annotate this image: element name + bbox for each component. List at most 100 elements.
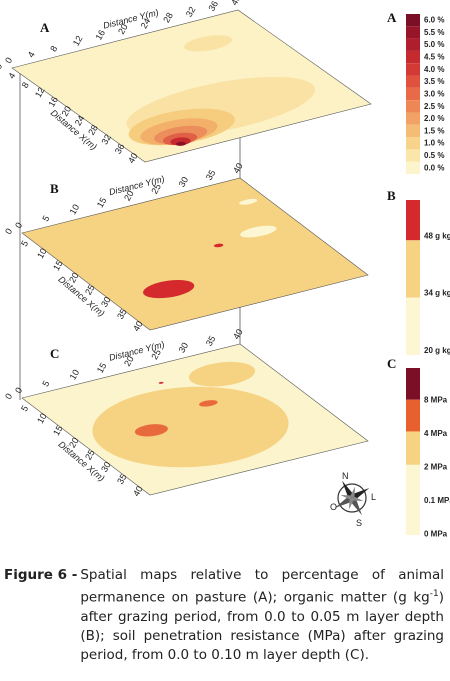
legend-swatch: [406, 161, 420, 174]
x-tick-label: 10: [35, 412, 49, 426]
y-tick-label: 20: [116, 22, 130, 36]
x-tick-label: 40: [131, 484, 145, 498]
y-tick-label: 32: [184, 5, 198, 19]
y-tick-label: 5: [40, 214, 51, 223]
x-tick-label: 20: [60, 104, 74, 118]
compass-label: O: [330, 502, 337, 512]
compass-label: N: [342, 471, 349, 481]
compass-label: L: [371, 492, 376, 502]
caption-label: Figure 6 -: [4, 567, 78, 583]
y-tick-label: 40: [231, 327, 245, 341]
legend-label: 1.5 %: [424, 126, 444, 135]
legend-label: 48 g kg: [424, 231, 450, 240]
y-tick-label: 15: [95, 361, 109, 375]
y-tick-label: 15: [95, 196, 109, 210]
x-tick-label: 28: [86, 123, 100, 137]
y-tick-label: 16: [93, 28, 107, 42]
y-tick-label: 0: [13, 386, 24, 395]
x-tick-label: 8: [20, 80, 31, 89]
contour-zone: [199, 400, 218, 407]
legend: C 8 MPa 4 MPa 2 MPa 0.1 MPa 0 MPa: [387, 356, 450, 538]
legend-title: B: [387, 188, 396, 203]
y-tick-label: 20: [122, 189, 136, 203]
legend-label: 2 MPa: [424, 463, 448, 472]
x-tick-label: 35: [115, 472, 129, 486]
legend-title: A: [387, 10, 397, 25]
panel-label: B: [50, 181, 59, 196]
x-tick-label: 30: [99, 460, 113, 474]
x-tick-label: 4: [6, 71, 17, 80]
legend-swatch: [406, 137, 420, 150]
legend-label: 1.0 %: [424, 139, 444, 148]
legend-swatch: [406, 50, 420, 64]
legend-label: 0.0 %: [424, 163, 444, 172]
contour-zone: [240, 225, 277, 238]
x-tick-label: 5: [19, 239, 30, 248]
legend-label: 2.0 %: [424, 114, 444, 123]
contours: [143, 198, 277, 299]
legend-label: 6.0 %: [424, 16, 444, 25]
x-tick-label: 36: [113, 142, 127, 156]
x-tick-label: 0: [3, 227, 14, 236]
y-tick-label: 25: [149, 182, 163, 196]
x-tick-label: 15: [51, 424, 65, 438]
y-tick-label: 0: [13, 221, 24, 230]
map-surface: [22, 344, 368, 495]
contour-zone: [239, 198, 258, 205]
panel-label: A: [40, 20, 50, 35]
legend-label: 4.0 %: [424, 65, 444, 74]
legend-title: C: [387, 356, 396, 371]
legend-swatch: [406, 75, 420, 88]
legend-swatch: [406, 63, 420, 76]
legend-label: 4 MPa: [424, 429, 448, 438]
map-base: [12, 10, 371, 162]
contour-zone: [143, 279, 195, 299]
legend-label: 0.1 MPa: [424, 496, 450, 505]
legend-swatch: [406, 431, 420, 465]
caption-superscript: -1: [429, 589, 439, 599]
x-tick-label: 40: [131, 319, 145, 333]
legend-swatch: [406, 124, 420, 138]
y-tick-label: 25: [149, 348, 163, 362]
legend-swatch: [406, 464, 420, 535]
map-base: [22, 178, 368, 330]
x-tick-label: 16: [46, 95, 60, 109]
legend-swatch: [406, 200, 420, 241]
caption-text-part: ) after grazing period, from 0.0 to 0.05…: [80, 589, 444, 663]
map-surface: [22, 178, 368, 330]
x-tick-label: 20: [67, 271, 81, 285]
y-tick-label: 30: [177, 341, 191, 355]
contour-zone: [184, 35, 233, 52]
legend-label: 20 g kg: [424, 346, 450, 355]
x-tick-label: 5: [19, 404, 30, 413]
contours: [92, 361, 289, 468]
legend-swatch: [406, 149, 420, 162]
caption-text: Spatial maps relative to percentage of a…: [80, 566, 444, 665]
legend-label: 3.0 %: [424, 89, 444, 98]
y-axis-title: Distance Y(m): [102, 7, 160, 30]
y-tick-label: 40: [231, 161, 245, 175]
y-tick-label: 24: [139, 17, 153, 31]
legend-swatch: [406, 100, 420, 113]
y-tick-label: 20: [122, 354, 136, 368]
y-tick-label: 12: [71, 34, 85, 48]
legend-swatch: [406, 87, 420, 101]
legend-label: 0 MPa: [424, 529, 448, 538]
x-tick-label: 10: [35, 247, 49, 261]
contour-zone: [134, 424, 168, 437]
legend-swatch: [406, 38, 420, 51]
x-tick-label: 25: [83, 283, 97, 297]
x-tick-label: 24: [73, 114, 87, 128]
x-tick-label: 15: [51, 259, 65, 273]
legend-swatch: [406, 368, 420, 400]
x-tick-label: 0: [3, 392, 14, 401]
legend-label: 8 MPa: [424, 396, 448, 405]
y-tick-label: 4: [26, 50, 37, 59]
legend-label: 2.5 %: [424, 102, 444, 111]
x-tick-label: 0: [0, 62, 4, 71]
x-tick-label: 12: [33, 86, 47, 100]
